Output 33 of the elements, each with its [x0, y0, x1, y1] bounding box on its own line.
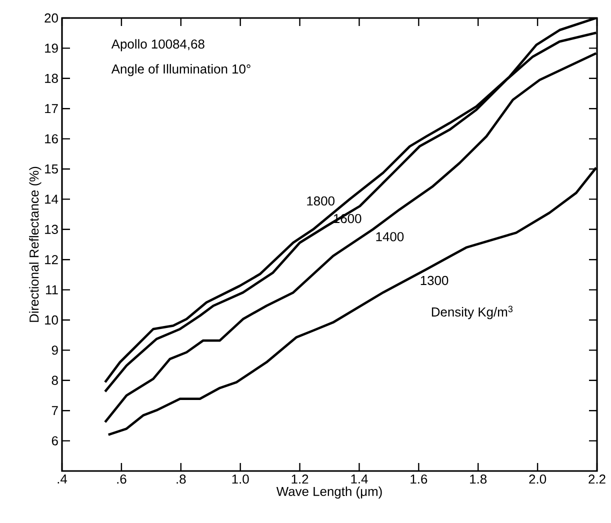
- y-tick-label: 10: [45, 315, 58, 325]
- x-tick-label: .8: [176, 474, 186, 484]
- annotation: Angle of Illumination 10°: [111, 64, 250, 76]
- y-tick-label: 13: [45, 224, 58, 234]
- series-label: 1400: [376, 232, 404, 242]
- y-tick-label: 9: [52, 346, 58, 355]
- y-tick-label: 7: [52, 406, 58, 416]
- x-tick-label: 1.6: [410, 474, 428, 484]
- y-tick-label: 19: [45, 44, 58, 53]
- y-tick-label: 15: [45, 164, 58, 174]
- y-tick-label: 17: [45, 104, 58, 114]
- y-tick-label: 16: [45, 134, 58, 144]
- x-tick-label: .4: [58, 474, 68, 484]
- y-tick-label: 11: [46, 285, 58, 294]
- x-axis-title: Wave Length (μm): [276, 486, 382, 499]
- y-tick-label: 6: [52, 436, 58, 446]
- series-label: 1300: [420, 276, 448, 286]
- series-label: 1800: [307, 196, 334, 206]
- annotation: Density Kg/m$^{3}$: [432, 306, 513, 320]
- y-axis-title: Directional Reflectance (%): [29, 166, 42, 322]
- y-tick-label: 20: [44, 13, 58, 23]
- x-tick-label: .6: [117, 474, 126, 484]
- x-tick-label: 2.0: [529, 474, 546, 484]
- annotation: Apollo 10084,68: [111, 39, 204, 52]
- x-tick-label: 2.2: [588, 474, 606, 484]
- y-tick-label: 14: [45, 194, 58, 204]
- y-tick-label: 8: [52, 376, 58, 385]
- y-tick-label: 12: [45, 255, 58, 264]
- y-tick-label: 18: [45, 74, 58, 83]
- x-tick-label: 1.8: [470, 474, 487, 484]
- x-tick-label: 1.0: [232, 474, 249, 484]
- x-tick-label: 1.4: [351, 474, 368, 484]
- x-tick-label: 1.2: [292, 474, 308, 484]
